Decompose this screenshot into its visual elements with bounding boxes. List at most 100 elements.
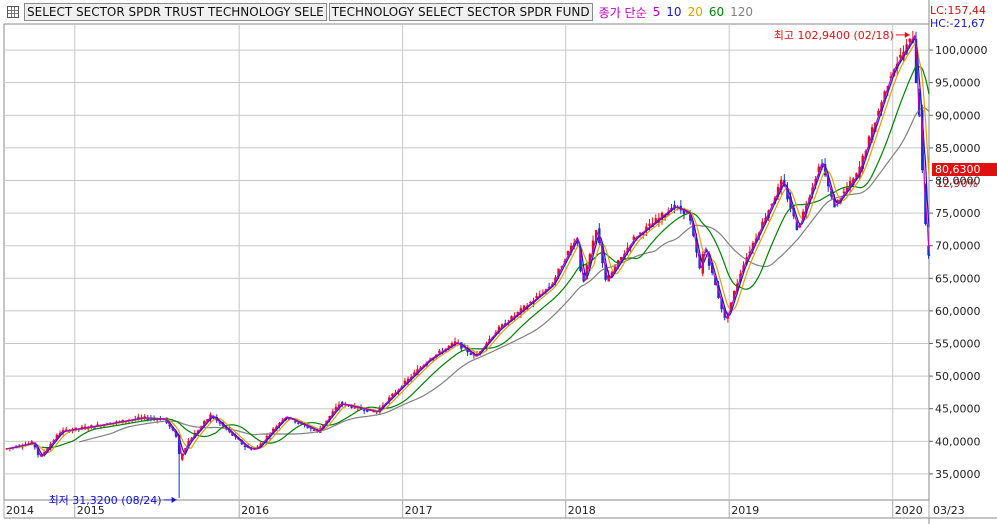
candle-body (519, 308, 523, 314)
candle-body (729, 302, 733, 309)
candle-body (914, 39, 918, 84)
ma20-legend[interactable]: 20 (687, 5, 703, 19)
candle-body (908, 38, 911, 42)
grid-icon[interactable] (7, 6, 19, 18)
x-tick-label: 03/23 (933, 504, 965, 517)
candle-body (801, 211, 805, 219)
candle-body (927, 254, 931, 256)
y-tick-label: 40,0000 (935, 435, 981, 448)
ma120-legend[interactable]: 120 (730, 5, 754, 19)
candle-body (761, 221, 764, 229)
candle-body (143, 416, 146, 418)
x-tick-label: 2014 (6, 504, 34, 517)
candle-body (253, 448, 256, 450)
candle-body (500, 324, 504, 328)
candle-body (707, 254, 711, 266)
candle-body (673, 204, 676, 208)
candle-body (350, 406, 353, 408)
y-tick-label: 35,0000 (935, 468, 981, 481)
candle-body (33, 442, 37, 448)
candle-body (842, 191, 846, 194)
candle-body (391, 393, 394, 397)
candle-body (272, 428, 275, 432)
x-tick-label: 2020 (895, 504, 923, 517)
candle-body (848, 181, 852, 188)
candle-body (529, 302, 532, 304)
y-tick-label: 70,0000 (935, 240, 981, 253)
candle-body (293, 421, 297, 423)
symbol-code[interactable]: SELECT SECTOR SPDR TRUST TECHNOLOGY SELE (24, 3, 327, 21)
candle-body (817, 166, 821, 173)
y-tick-label: 85,0000 (935, 142, 981, 155)
candle-body (96, 424, 99, 426)
lc-value: LC:157,44 (930, 4, 987, 17)
ma10-legend[interactable]: 10 (666, 5, 682, 19)
candle-body (93, 427, 96, 429)
candle-body (921, 109, 924, 171)
candle-body (895, 63, 899, 69)
candle-body (516, 311, 519, 314)
candle-body (510, 316, 513, 321)
y-tick-label: 75,0000 (935, 207, 981, 220)
candle-body (453, 341, 457, 344)
ma5-legend[interactable]: 5 (652, 5, 661, 19)
x-tick-label: 2016 (241, 504, 269, 517)
candle-body (899, 54, 902, 58)
ma5-line (6, 34, 930, 458)
plot-frame (3, 23, 930, 501)
ma20-line (16, 42, 930, 454)
candle-body (714, 277, 717, 286)
candle-body (620, 257, 623, 261)
candle-body (648, 223, 651, 226)
candle-body (594, 230, 598, 241)
x-tick-label: 2019 (731, 504, 759, 517)
low-arrow-head (171, 496, 177, 503)
x-tick-label: 2018 (568, 504, 596, 517)
ma60-legend[interactable]: 60 (708, 5, 725, 19)
candle-body (403, 380, 407, 384)
candle-body (591, 240, 595, 254)
candle-body (39, 454, 43, 457)
candle-body (177, 434, 181, 454)
high-annotation: 최고 102,9400 (02/18) (774, 29, 894, 42)
candle-body (535, 296, 538, 299)
candle-body (902, 51, 905, 60)
candle-body (607, 275, 610, 282)
candle-body (927, 245, 930, 256)
candle-body (366, 408, 369, 412)
candle-body (689, 214, 692, 221)
candle-body (52, 440, 55, 442)
y-tick-label: 45,0000 (935, 403, 981, 416)
candle-body (566, 251, 570, 256)
y-tick-label: 50,0000 (935, 370, 981, 383)
candle-body (312, 429, 316, 431)
candle-body (732, 291, 736, 299)
candle-body (654, 218, 657, 224)
y-tick-label: 60,0000 (935, 305, 981, 318)
candle-body (243, 445, 247, 448)
candle-body (306, 425, 309, 428)
candle-body (892, 69, 896, 76)
candle-body (65, 429, 68, 431)
candle-body (720, 299, 723, 310)
candle-body (5, 448, 8, 450)
x-tick-label: 2015 (77, 504, 105, 517)
candle-body (137, 416, 140, 420)
symbol-name[interactable]: TECHNOLOGY SELECT SECTOR SPDR FUND (328, 3, 593, 21)
candle-body (632, 236, 636, 240)
change-percent: 12,90% (936, 177, 978, 190)
candle-body (90, 425, 93, 427)
low-annotation: 최저 31,3200 (08/24) (49, 494, 162, 507)
candle-body (334, 407, 338, 410)
candle-body (362, 409, 366, 411)
candle-body (146, 418, 149, 420)
candle-body (469, 353, 472, 355)
y-tick-label: 55,0000 (935, 338, 981, 351)
candle-body (538, 294, 541, 296)
candle-body (547, 286, 551, 288)
candle-body (877, 110, 880, 116)
candle-body (845, 187, 849, 191)
candle-body (388, 397, 391, 402)
current-price-tag: 80,6300 (932, 163, 997, 176)
